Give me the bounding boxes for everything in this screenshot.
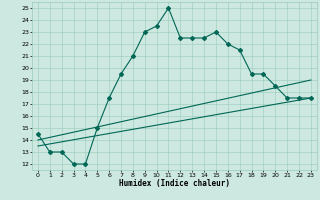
X-axis label: Humidex (Indice chaleur): Humidex (Indice chaleur) (119, 179, 230, 188)
